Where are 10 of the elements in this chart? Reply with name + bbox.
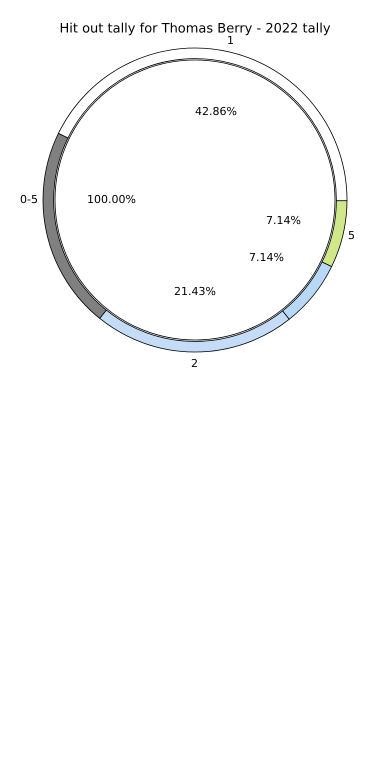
slice-label: 2	[191, 357, 198, 370]
data-label: 21.43%	[174, 285, 216, 298]
slice-label: 0-5	[20, 193, 38, 206]
data-label: 7.14%	[249, 251, 284, 264]
slice-label: 5	[348, 229, 355, 242]
chart-title: Hit out tally for Thomas Berry - 2022 tally	[59, 22, 331, 37]
slice-label: 1	[227, 34, 234, 47]
data-label: 42.86%	[195, 105, 237, 118]
data-label: 100.00%	[87, 193, 136, 206]
data-label: 7.14%	[266, 214, 301, 227]
